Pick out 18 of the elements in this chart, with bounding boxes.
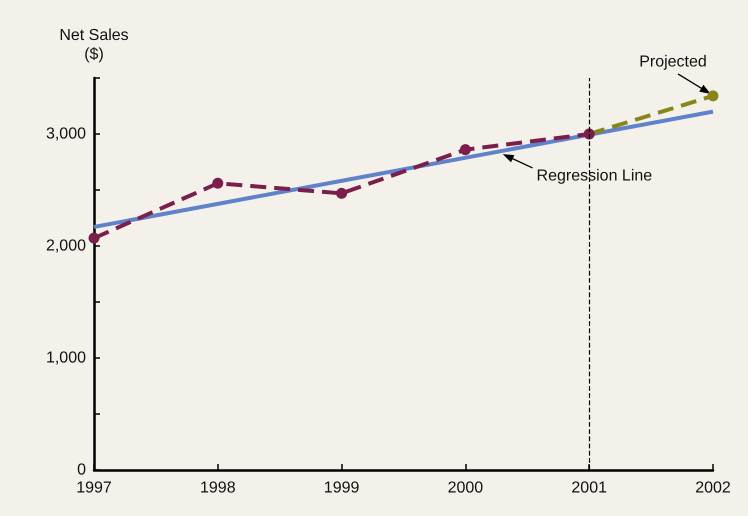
- annotation: Projected: [639, 53, 707, 70]
- x-tick-label: 1999: [324, 480, 360, 496]
- point: [88, 232, 100, 244]
- point: [460, 144, 471, 156]
- x-tick-label: 1998: [200, 480, 236, 496]
- point: [708, 90, 718, 102]
- x-tick-label: 2000: [448, 480, 484, 496]
- point: [336, 188, 348, 199]
- x-tick-label: 2002: [695, 480, 731, 496]
- annotation: Regression Line: [536, 167, 652, 184]
- x-tick-label: 1997: [76, 480, 112, 496]
- y-axis-title: Net Sales ($): [59, 27, 129, 63]
- y-tick-label: 1,000: [46, 350, 86, 366]
- y-tick-label: 0: [77, 462, 86, 478]
- x-tick-label: 2001: [571, 480, 608, 496]
- y-tick-label: 3,000: [46, 126, 86, 142]
- point: [212, 178, 224, 189]
- y-tick-label: 2,000: [46, 238, 86, 254]
